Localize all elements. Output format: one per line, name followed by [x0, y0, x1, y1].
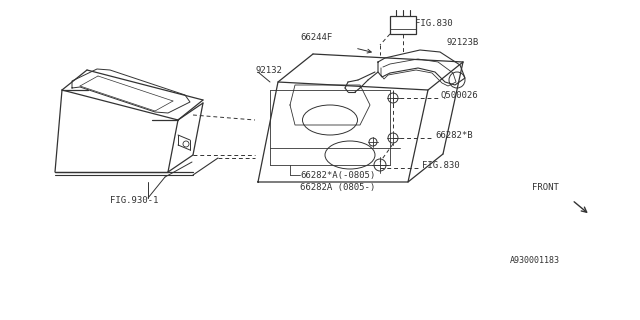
Bar — [390, 16, 416, 34]
Text: Q500026: Q500026 — [440, 91, 477, 100]
Text: FIG.830: FIG.830 — [415, 19, 452, 28]
Text: A930001183: A930001183 — [510, 256, 560, 265]
Text: 66244F: 66244F — [300, 33, 332, 42]
Text: 66282*B: 66282*B — [435, 131, 472, 140]
Text: FIG.830: FIG.830 — [422, 161, 460, 170]
Text: 92132: 92132 — [255, 66, 282, 75]
Text: 92123B: 92123B — [446, 38, 478, 47]
Text: FIG.930-1: FIG.930-1 — [110, 196, 158, 205]
Text: 66282A (0805-): 66282A (0805-) — [300, 183, 375, 192]
Text: FRONT: FRONT — [532, 183, 559, 192]
Text: 66282*A(-0805): 66282*A(-0805) — [300, 171, 375, 180]
